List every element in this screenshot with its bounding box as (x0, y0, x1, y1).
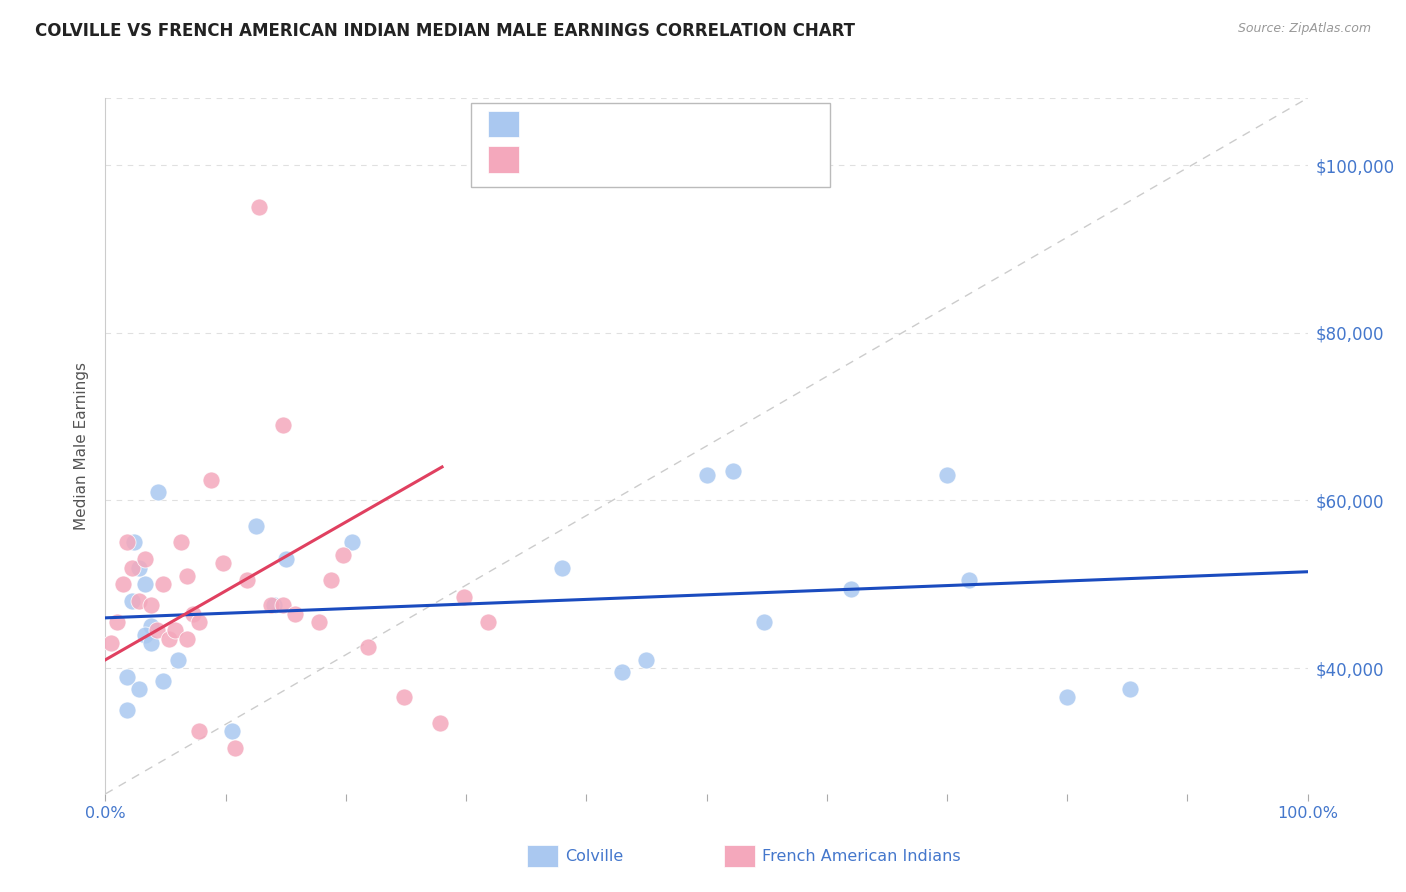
Point (139, 636, 162, 650)
Point (477, 615, 499, 629)
Point (332, 548, 354, 562)
Point (112, 577, 135, 591)
Point (721, 464, 744, 478)
Point (754, 615, 776, 629)
Point (128, 560, 150, 574)
Point (176, 569, 198, 583)
Point (107, 615, 129, 629)
Point (170, 535, 193, 549)
Point (936, 468, 959, 483)
Point (308, 615, 330, 629)
Point (124, 535, 146, 549)
Point (139, 619, 162, 633)
Point (134, 627, 156, 641)
Point (453, 590, 475, 604)
Y-axis label: Median Male Earnings: Median Male Earnings (75, 362, 90, 530)
Text: Source: ZipAtlas.com: Source: ZipAtlas.com (1237, 22, 1371, 36)
Point (273, 418, 295, 433)
Text: Colville: Colville (565, 849, 623, 863)
Point (957, 573, 980, 587)
Point (157, 632, 180, 646)
Point (356, 640, 378, 655)
Point (247, 200, 270, 214)
Point (188, 724, 211, 739)
Point (121, 594, 143, 608)
Point (146, 624, 169, 638)
Text: R =  0.260   N = 35: R = 0.260 N = 35 (533, 151, 709, 169)
Text: COLVILLE VS FRENCH AMERICAN INDIAN MEDIAN MALE EARNINGS CORRELATION CHART: COLVILLE VS FRENCH AMERICAN INDIAN MEDIA… (35, 22, 855, 40)
Text: French American Indians: French American Indians (762, 849, 960, 863)
Point (1056, 690, 1078, 705)
Point (148, 485, 170, 500)
Point (236, 573, 259, 587)
Point (134, 552, 156, 566)
Point (612, 665, 634, 680)
Point (284, 607, 307, 621)
Point (115, 669, 138, 683)
Point (181, 607, 204, 621)
Point (176, 632, 198, 646)
Point (221, 724, 243, 739)
Point (636, 653, 658, 667)
Point (392, 690, 415, 705)
Point (115, 535, 138, 549)
Point (152, 673, 174, 688)
Point (152, 577, 174, 591)
Point (273, 599, 295, 613)
Point (245, 518, 267, 533)
Point (839, 582, 862, 596)
Point (274, 552, 297, 566)
Point (263, 599, 285, 613)
Point (224, 740, 246, 755)
Point (134, 577, 156, 591)
Point (551, 560, 574, 574)
Point (128, 594, 150, 608)
Point (166, 653, 188, 667)
Point (696, 468, 718, 483)
Point (139, 599, 162, 613)
Point (165, 624, 187, 638)
Point (1118, 682, 1140, 697)
Point (321, 573, 343, 587)
Point (115, 703, 138, 717)
Point (260, 599, 283, 613)
Point (200, 473, 222, 487)
Text: R =  0.163   N = 29: R = 0.163 N = 29 (533, 115, 709, 133)
Point (100, 636, 122, 650)
Point (429, 715, 451, 730)
Point (212, 557, 235, 571)
Point (340, 535, 363, 549)
Point (188, 615, 211, 629)
Point (121, 560, 143, 574)
Point (128, 682, 150, 697)
